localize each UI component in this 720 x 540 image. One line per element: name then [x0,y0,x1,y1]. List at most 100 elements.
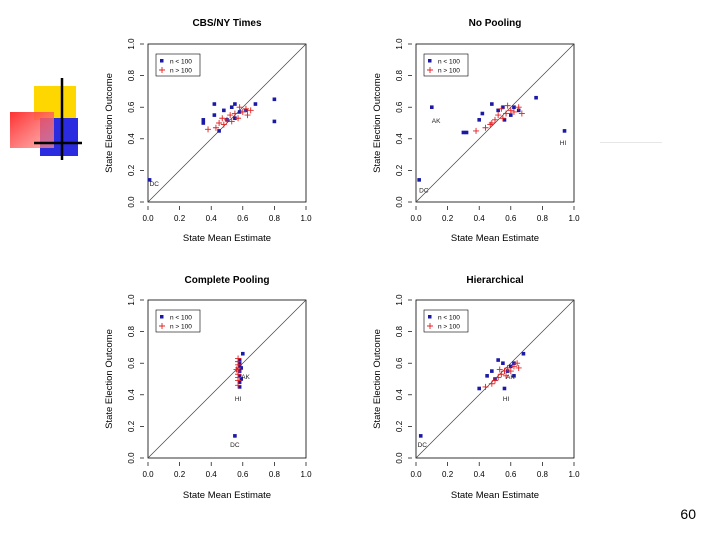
data-point-plus [231,110,238,117]
x-tick-label: 0.8 [269,470,281,479]
data-point-square [534,95,538,100]
legend-label: n < 100 [438,59,460,66]
data-point-square [147,178,152,182]
point-annotation: AK [241,374,250,381]
x-tick-label: 1.0 [300,470,312,479]
legend-box [155,53,201,77]
x-tick-label: 0.2 [174,214,186,223]
data-point-square [485,374,489,378]
x-tick-label: 0.6 [505,214,517,223]
data-point-square [502,118,507,122]
x-tick-label: 0.6 [237,214,249,223]
plot-frame [147,299,307,459]
x-tick-label: 0.2 [174,470,186,479]
data-point-plus [205,126,212,133]
reference-diagonal [147,43,307,203]
data-point-square [477,118,481,122]
slide-number: 60 [680,506,696,522]
data-point-square [253,102,258,106]
data-point-plus [518,110,525,117]
data-point-plus [235,115,242,122]
y-axis-label: State Election Outcome [372,73,383,173]
x-axis-label: State Mean Estimate [451,233,539,244]
data-point-square [480,111,485,116]
y-tick-label: 0.0 [395,196,404,208]
x-tick-label: 0.4 [474,470,486,479]
data-point-plus [515,104,522,111]
data-point-plus [492,116,498,123]
y-tick-label: 0.0 [127,196,136,208]
data-point-square [222,108,226,113]
data-point-square [512,105,516,109]
chart-panel: No Pooling 0.0 0.0 0.2 0.2 0.4 0.4 0.6 0.6 0.8 0.8… [372,18,580,244]
data-point-square [237,374,242,378]
plot-frame [415,43,575,203]
chart-panel: Complete Pooling 0.0 0.0 0.2 0.2 0.4 0.4 0.6 0.6… [104,275,312,501]
data-point-plus [235,355,242,362]
legend-box [423,53,469,77]
data-point-square [233,434,237,438]
x-tick-label: 1.0 [568,470,580,479]
data-point-plus [227,112,234,119]
legend-label: n < 100 [170,59,192,66]
y-tick-label: 0.6 [127,357,136,369]
legend-marker-plus [427,67,433,73]
data-point-square [464,130,469,135]
x-tick-label: 0.2 [442,214,454,223]
data-point-square [505,369,510,373]
data-point-square [490,369,494,373]
y-tick-label: 0.4 [395,133,404,145]
legend-marker-plus [159,67,165,73]
point-annotation: HI [560,140,567,147]
data-point-plus [515,364,522,371]
data-point-square [233,102,237,106]
data-point-square [477,386,481,391]
data-point-plus [242,105,249,112]
y-axis-label: State Election Outcome [372,329,383,429]
x-tick-label: 0.0 [410,214,422,223]
data-point-plus [216,120,223,126]
legend-marker-square [428,315,432,319]
data-point-square [233,116,237,121]
data-point-plus [507,107,514,114]
data-point-square [496,358,500,362]
y-tick-label: 0.4 [127,133,136,145]
decorative-line [600,142,662,143]
y-tick-label: 0.8 [127,69,136,81]
y-tick-label: 0.0 [395,452,404,464]
point-annotation: AK [432,118,441,125]
data-point-square [521,351,526,356]
data-point-square [516,108,521,113]
y-tick-label: 0.4 [127,389,136,401]
data-point-plus [495,112,502,119]
legend-marker-square [160,315,164,319]
y-tick-label: 0.8 [127,325,136,337]
legend-marker-plus [159,323,165,329]
data-point-plus [498,105,505,112]
y-tick-label: 0.2 [395,164,404,176]
x-tick-label: 0.8 [537,470,549,479]
x-tick-label: 0.0 [142,214,154,223]
y-tick-label: 1.0 [395,294,404,306]
point-annotation: AK [506,374,515,381]
x-tick-label: 0.2 [442,470,454,479]
data-point-square [490,102,494,106]
data-point-square [212,102,217,106]
data-point-plus [482,124,489,131]
x-tick-label: 0.6 [237,470,249,479]
data-point-plus [492,377,498,384]
data-point-plus [233,366,240,373]
data-point-plus [498,371,505,378]
y-tick-label: 1.0 [127,38,136,50]
data-point-square [501,105,505,109]
data-point-plus [495,374,502,381]
data-point-square [241,351,245,356]
x-axis-label: State Mean Estimate [183,233,271,244]
chart-title: Hierarchical [466,275,523,286]
reference-diagonal [147,299,307,459]
x-axis-label: State Mean Estimate [451,490,539,501]
data-point-plus [244,112,251,119]
x-tick-label: 0.0 [142,470,154,479]
legend-marker-square [160,59,164,63]
x-tick-label: 0.6 [505,470,517,479]
